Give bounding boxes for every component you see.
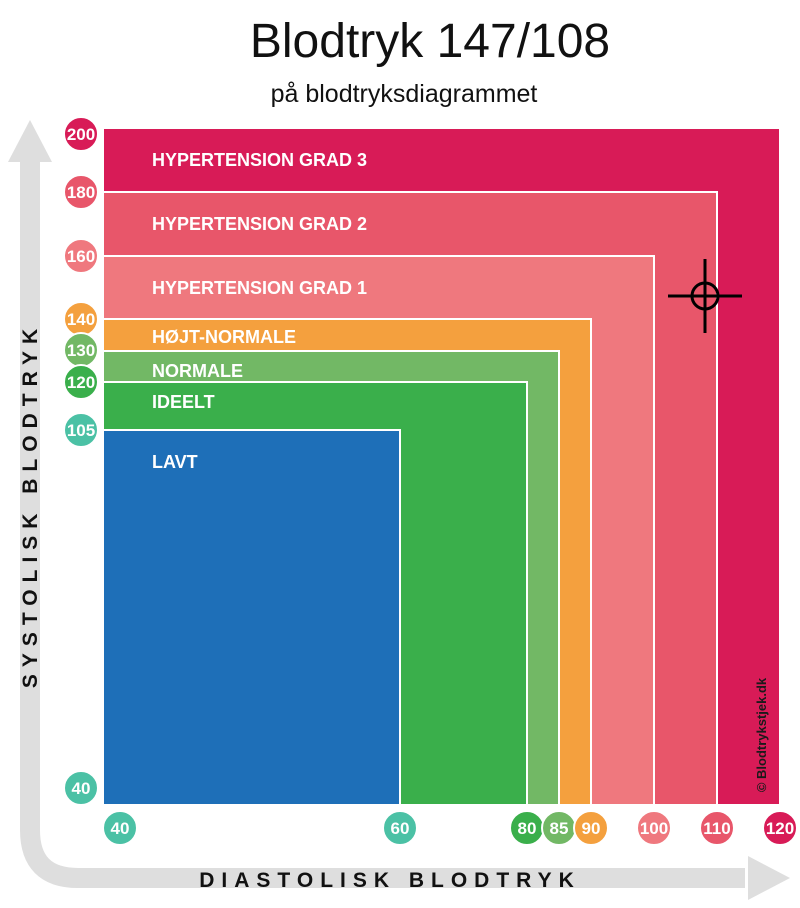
x-tick-badge — [102, 810, 138, 846]
x-tick-badge — [382, 810, 418, 846]
x-tick-label: 110 — [703, 819, 730, 838]
y-tick-label: 120 — [67, 373, 95, 392]
y-tick-label: 160 — [67, 247, 95, 266]
x-tick-60: 60 — [382, 810, 418, 846]
x-tick-40: 40 — [102, 810, 138, 846]
x-tick-label: 60 — [391, 819, 410, 838]
zone-label-hypertension-grad-3: HYPERTENSION GRAD 3 — [152, 150, 367, 170]
x-tick-label: 40 — [111, 819, 130, 838]
y-tick-130: 130 — [63, 332, 99, 368]
x-tick-100: 100 — [636, 810, 672, 846]
y-tick-label: 200 — [67, 125, 95, 144]
x-axis-arrowhead — [748, 856, 790, 900]
x-tick-badge — [636, 810, 672, 846]
x-tick-label: 90 — [582, 819, 601, 838]
x-tick-badge — [573, 810, 609, 846]
x-tick-badge — [699, 810, 735, 846]
x-tick-90: 90 — [573, 810, 609, 846]
page-subtitle: på blodtryksdiagrammet — [270, 80, 538, 108]
axis-arrows — [8, 120, 790, 900]
y-tick-200: 200 — [63, 116, 99, 152]
x-axis-title: DIASTOLISK BLODTRYK — [199, 869, 581, 892]
y-tick-label: 105 — [67, 421, 95, 440]
y-axis-arrowhead — [8, 120, 52, 162]
y-tick-badge — [63, 770, 99, 806]
y-tick-badge — [63, 364, 99, 400]
x-tick-120: 120 — [762, 810, 798, 846]
ticks-layer: 40 60 80 85 90 100 110 120 200 180 160 140 130 120 105… — [63, 116, 798, 846]
y-tick-badge — [63, 174, 99, 210]
y-tick-label: 130 — [67, 341, 95, 360]
x-tick-label: 120 — [766, 819, 794, 838]
y-tick-badge — [63, 116, 99, 152]
zone-lavt — [102, 429, 401, 806]
page-title: Blodtryk 147/108 — [249, 15, 611, 68]
y-tick-160: 160 — [63, 238, 99, 274]
zone-label-lavt: LAVT — [152, 452, 198, 472]
y-tick-105: 105 — [63, 412, 99, 448]
y-tick-label: 40 — [72, 779, 91, 798]
axis-arrow-line — [20, 150, 745, 888]
y-axis-title: SYSTOLISK BLODTRYK — [19, 322, 42, 688]
x-tick-label: 80 — [518, 819, 537, 838]
x-tick-badge — [762, 810, 798, 846]
y-tick-180: 180 — [63, 174, 99, 210]
y-tick-120: 120 — [63, 364, 99, 400]
zones-layer: HYPERTENSION GRAD 3 HYPERTENSION GRAD 2 HY… — [102, 127, 781, 806]
copyright-text: © Blodtrykstjek.dk — [754, 677, 769, 792]
x-tick-110: 110 — [699, 810, 735, 846]
y-tick-label: 180 — [67, 183, 95, 202]
zone-label-ideelt: IDEELT — [152, 392, 215, 412]
y-tick-40: 40 — [63, 770, 99, 806]
marker-ring — [690, 281, 720, 311]
crosshair-marker — [668, 259, 742, 333]
y-tick-badge — [63, 412, 99, 448]
zone-label-normale: NORMALE — [152, 361, 243, 381]
y-tick-140: 140 — [63, 301, 99, 337]
x-tick-label: 85 — [550, 819, 569, 838]
zone-label-hypertension-grad-2: HYPERTENSION GRAD 2 — [152, 214, 367, 234]
y-tick-label: 140 — [67, 310, 95, 329]
x-tick-85: 85 — [541, 810, 577, 846]
y-tick-badge — [63, 238, 99, 274]
zone-label-hypertension-grad-1: HYPERTENSION GRAD 1 — [152, 278, 367, 298]
x-tick-label: 100 — [640, 819, 668, 838]
x-tick-80: 80 — [509, 810, 545, 846]
zone-label-hojt-normale: HØJT-NORMALE — [152, 327, 296, 347]
